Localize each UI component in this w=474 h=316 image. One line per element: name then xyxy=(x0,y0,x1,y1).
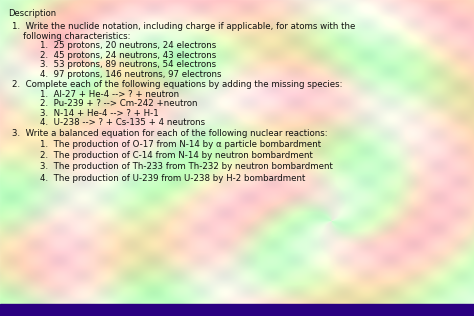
Text: 2.  Pu-239 + ? --> Cm-242 +neutron: 2. Pu-239 + ? --> Cm-242 +neutron xyxy=(40,99,198,108)
Text: 2.  Complete each of the following equations by adding the missing species:: 2. Complete each of the following equati… xyxy=(12,80,342,89)
Text: 1.  Al-27 + He-4 --> ? + neutron: 1. Al-27 + He-4 --> ? + neutron xyxy=(40,90,180,99)
Text: 3.  N-14 + He-4 --> ? + H-1: 3. N-14 + He-4 --> ? + H-1 xyxy=(40,109,159,118)
Text: 3.  The production of Th-233 from Th-232 by neutron bombardment: 3. The production of Th-233 from Th-232 … xyxy=(40,162,333,171)
Text: 4.  U-238 --> ? + Cs-135 + 4 neutrons: 4. U-238 --> ? + Cs-135 + 4 neutrons xyxy=(40,118,205,127)
Text: 4.  The production of U-239 from U-238 by H-2 bombardment: 4. The production of U-239 from U-238 by… xyxy=(40,174,306,183)
Bar xyxy=(0,304,474,316)
Text: 1.  25 protons, 20 neutrons, 24 electrons: 1. 25 protons, 20 neutrons, 24 electrons xyxy=(40,41,217,50)
Text: following characteristics:: following characteristics: xyxy=(12,32,130,40)
Text: 4.  97 protons, 146 neutrons, 97 electrons: 4. 97 protons, 146 neutrons, 97 electron… xyxy=(40,70,222,78)
Text: 3.  Write a balanced equation for each of the following nuclear reactions:: 3. Write a balanced equation for each of… xyxy=(12,129,328,138)
Text: Description: Description xyxy=(9,9,57,18)
Text: 1.  Write the nuclide notation, including charge if applicable, for atoms with t: 1. Write the nuclide notation, including… xyxy=(12,22,355,31)
Text: 2.  The production of C-14 from N-14 by neutron bombardment: 2. The production of C-14 from N-14 by n… xyxy=(40,151,313,160)
Text: 1.  The production of O-17 from N-14 by α particle bombardment: 1. The production of O-17 from N-14 by α… xyxy=(40,140,321,149)
Text: 2.  45 protons, 24 neutrons, 43 electrons: 2. 45 protons, 24 neutrons, 43 electrons xyxy=(40,51,217,59)
Text: 3.  53 protons, 89 neutrons, 54 electrons: 3. 53 protons, 89 neutrons, 54 electrons xyxy=(40,60,217,69)
